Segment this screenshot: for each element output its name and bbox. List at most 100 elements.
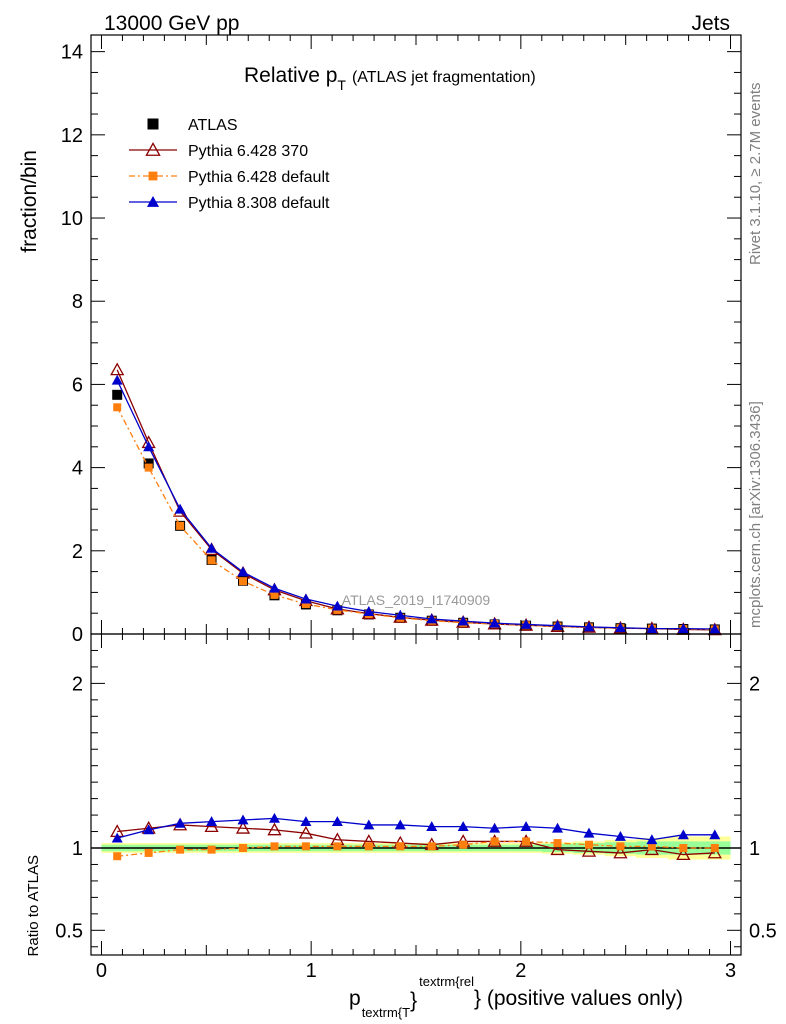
main-point-series-3 [677,623,689,633]
ratio-point-series-2 [239,844,248,852]
y-tick-label: 0 [72,624,83,646]
ratio-series-layer [110,812,722,861]
legend: ATLAS Pythia 6.428 370 Pythia 6.428 defaul… [129,117,330,212]
ratio-point-series-2 [427,842,436,851]
main-line-series-1 [116,369,715,631]
x-axis-label-sub: textrm{T [362,1005,410,1020]
ratio-point-series-2 [207,845,216,854]
y-axis-label: fraction/bin [18,150,41,253]
main-point-series-2 [239,577,248,586]
y-tick-label: 2 [72,541,83,563]
ratio-point-series-3 [677,829,689,840]
main-point-series-3 [552,620,564,631]
legend-label: Pythia 8.308 default [188,195,330,212]
x-axis-label-sup: textrm{rel [419,974,474,989]
ratio-y-axis-label: Ratio to ATLAS [25,855,42,956]
main-point-series-0 [112,389,123,400]
main-point-series-3 [646,623,658,633]
main-point-series-3 [614,622,626,633]
y-tick-label: 4 [72,458,83,480]
ratio-point-series-2 [647,842,656,851]
main-point-series-3 [300,593,312,604]
legend-marker [147,118,159,130]
legend-item: Pythia 6.428 default [129,169,330,186]
ratio-point-series-2 [364,842,373,851]
x-axis-label-p: p [349,987,361,1010]
ratio-point-series-2 [553,839,562,848]
main-point-series-3 [268,582,280,593]
ratio-point-series-2 [301,842,310,851]
ratio-point-series-3 [646,834,658,845]
chart-title: Relative pT (ATLAS jet fragmentation) [244,64,536,93]
ratio-point-series-2 [113,852,122,861]
main-point-series-2 [144,463,153,472]
legend-marker [146,195,160,207]
legend-marker [145,142,161,156]
ratio-point-series-3 [614,830,626,841]
ratio-point-series-1 [235,820,251,834]
ratio-y-tick-label: 0.5 [55,920,83,942]
ratio-point-series-2 [270,842,279,851]
ratio-point-series-3 [489,822,501,833]
main-point-series-3 [174,503,186,514]
x-axis-label-brace: } [410,989,417,1012]
ratio-point-series-2 [616,842,625,851]
ratio-y-tick-label-right: 2 [749,673,760,695]
ratio-point-series-3 [552,822,564,833]
main-series-layer [110,362,722,636]
ratio-point-series-1 [581,843,597,857]
ratio-point-series-2 [144,848,153,857]
ratio-point-series-3 [709,829,721,840]
main-point-series-3 [426,613,438,624]
header-left: 13000 GeV pp [104,12,239,35]
ratio-plot-frame [90,633,742,956]
ratio-point-series-2 [584,840,593,849]
ratio-point-series-2 [459,840,468,849]
y-tick-label: 6 [72,374,83,396]
main-point-series-3 [457,615,469,626]
x-axis-label: ptextrm{T}textrm{rel} (positive values o… [349,974,683,1020]
ratio-point-series-1 [707,845,722,859]
main-point-series-0 [143,458,154,469]
main-point-series-1 [110,362,125,376]
ratio-line-series-2 [117,840,715,857]
ratio-point-series-3 [426,821,438,831]
y-tick-label: 10 [61,208,83,230]
ratio-point-series-2 [396,842,405,851]
ratio-point-series-3 [206,816,218,827]
legend-label: Pythia 6.428 default [188,169,330,186]
ratio-point-series-3 [111,832,123,843]
ratio-y-tick-label: 1 [72,838,83,860]
ratio-line-series-3 [117,817,715,841]
main-point-series-3 [237,566,249,577]
legend-label: Pythia 6.428 370 [188,143,308,160]
ratio-point-series-2 [522,837,531,846]
ratio-y-tick-label: 2 [72,673,83,695]
ratio-point-series-3 [457,821,469,831]
y-tick-label: 14 [61,42,83,64]
rivet-label: Rivet 3.1.10, ≥ 2.7M events [747,83,764,266]
legend-item: Pythia 8.308 default [129,195,330,212]
x-tick-label: 2 [515,960,526,982]
ratio-point-series-1 [550,842,565,856]
main-point-series-2 [301,600,310,609]
ratio-y-tick-label-right: 0.5 [749,920,777,942]
ratio-point-series-3 [363,819,375,830]
ratio-point-series-3 [174,817,186,828]
main-point-series-3 [206,542,218,553]
ratio-point-series-3 [143,824,155,835]
ratio-bands [91,836,741,860]
main-point-series-3 [520,618,532,629]
ratio-line-series-1 [117,824,715,856]
ratio-point-series-1 [298,825,314,839]
main-point-series-3 [489,617,501,628]
analysis-label: ATLAS_2019_I1740909 [342,592,491,608]
ratio-point-series-3 [520,821,532,831]
ratio-point-series-1 [613,845,628,859]
x-axis-label-tail: } (positive values only) [474,987,683,1010]
main-point-series-2 [176,521,185,530]
main-point-series-2 [270,590,279,599]
chart-title-sub: T [337,77,346,93]
